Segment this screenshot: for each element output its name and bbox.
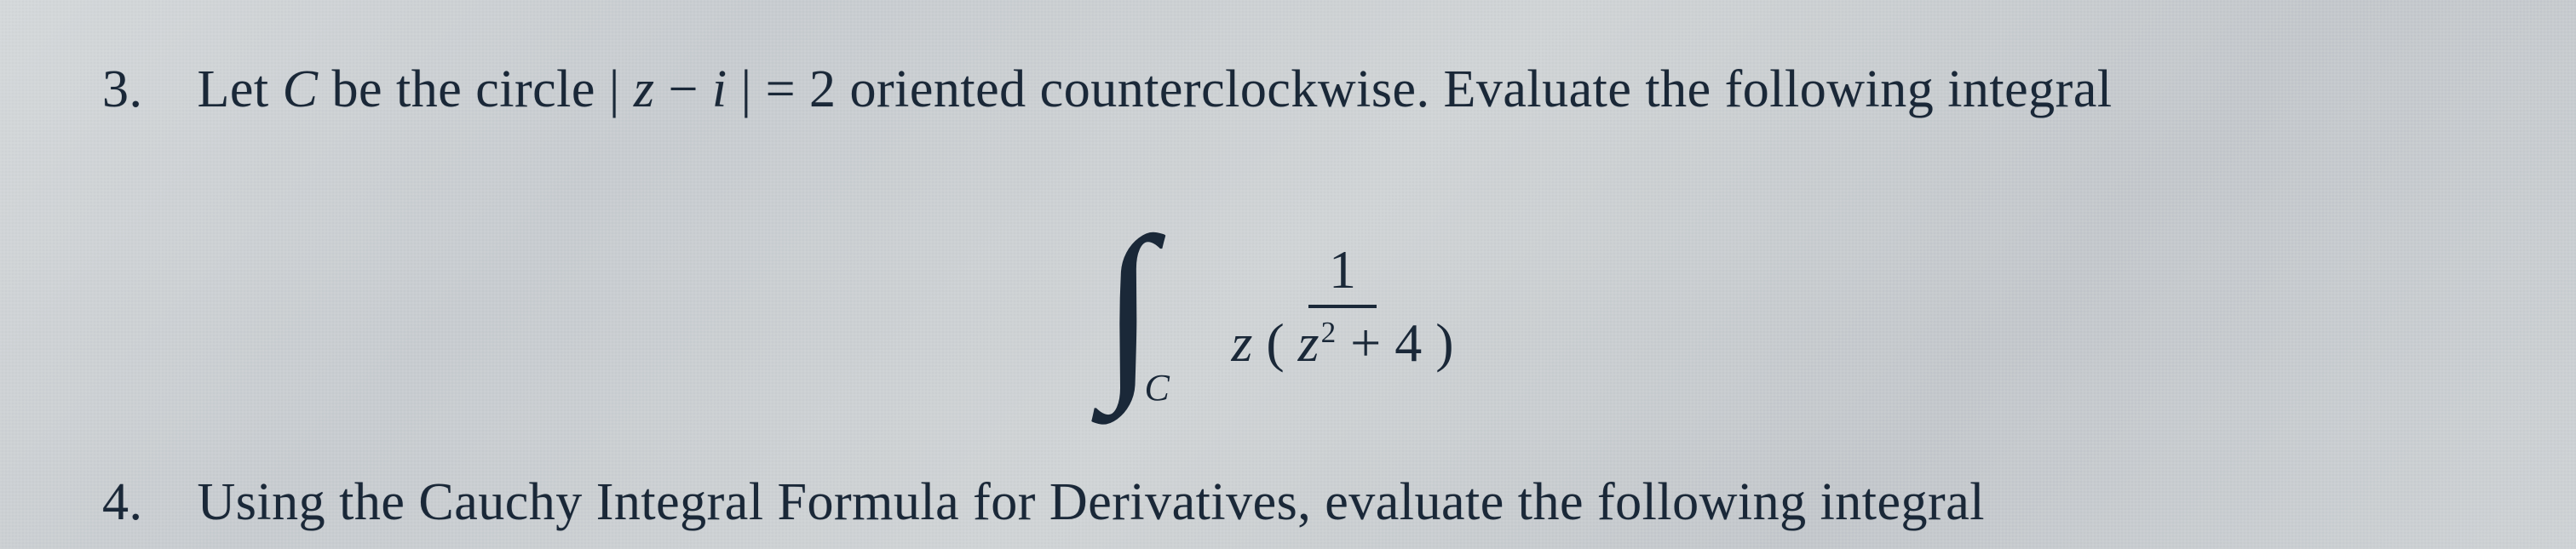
p3-mid3: | = 2 oriented counterclockwise. Evaluat…: [741, 60, 2113, 118]
den-plus-4: + 4: [1350, 312, 1422, 373]
fraction-numerator: 1: [1308, 235, 1377, 308]
p4-text: Using the Cauchy Integral Formula for De…: [198, 473, 1985, 531]
problem-3-number: 3.: [102, 60, 143, 118]
den-open-paren: (: [1266, 312, 1284, 373]
integral-sign: ∫ C: [1101, 209, 1187, 404]
problem-4-text: 4. Using the Cauchy Integral Formula for…: [102, 472, 2474, 533]
p3-mid2: −: [668, 60, 711, 118]
problem-3-text: 3. Let C be the circle | z − i | = 2 ori…: [102, 60, 2474, 120]
fraction: 1 z ( z2 + 4 ): [1210, 235, 1474, 377]
problem-4-number: 4.: [102, 473, 143, 531]
den-exponent: 2: [1321, 316, 1337, 349]
den-z-outer: z: [1231, 312, 1252, 373]
p3-z: z: [634, 60, 655, 118]
fraction-denominator: z ( z2 + 4 ): [1210, 308, 1474, 378]
integral-expression: ∫ C 1 z ( z2 + 4 ): [1101, 209, 1474, 404]
integral-display: ∫ C 1 z ( z2 + 4 ): [0, 179, 2576, 434]
den-close-paren: ): [1435, 312, 1453, 373]
den-z-inner: z: [1298, 312, 1320, 373]
p3-mid1: be the circle |: [331, 60, 619, 118]
integral-subscript: C: [1144, 366, 1169, 409]
p3-C: C: [283, 60, 319, 118]
p3-i: i: [712, 60, 727, 118]
p3-prefix: Let: [198, 60, 283, 118]
